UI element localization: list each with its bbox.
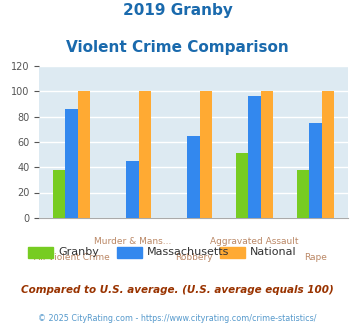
Text: Aggravated Assault: Aggravated Assault (210, 237, 299, 246)
Text: Compared to U.S. average. (U.S. average equals 100): Compared to U.S. average. (U.S. average … (21, 285, 334, 295)
Bar (77, 91, 90, 218)
Bar (322, 91, 334, 218)
Bar (126, 161, 138, 218)
Bar (200, 91, 212, 218)
Text: © 2025 CityRating.com - https://www.cityrating.com/crime-statistics/: © 2025 CityRating.com - https://www.city… (38, 314, 317, 323)
Text: Granby: Granby (59, 248, 99, 257)
Bar (138, 91, 151, 218)
Bar (248, 96, 261, 218)
Text: National: National (250, 248, 297, 257)
Text: Massachusetts: Massachusetts (147, 248, 230, 257)
Bar (53, 170, 65, 218)
Text: 2019 Granby: 2019 Granby (122, 3, 233, 18)
Text: Rape: Rape (304, 252, 327, 261)
Bar (187, 136, 200, 218)
Bar (297, 170, 310, 218)
Text: All Violent Crime: All Violent Crime (33, 252, 109, 261)
Text: Robbery: Robbery (175, 252, 212, 261)
Bar (236, 153, 248, 218)
Bar (310, 123, 322, 218)
Bar (65, 109, 77, 218)
Text: Murder & Mans...: Murder & Mans... (94, 237, 171, 246)
Text: Violent Crime Comparison: Violent Crime Comparison (66, 40, 289, 54)
Bar (261, 91, 273, 218)
